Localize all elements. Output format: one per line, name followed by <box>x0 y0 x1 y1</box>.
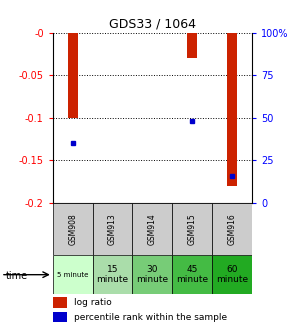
Bar <box>132 255 172 294</box>
Bar <box>68 33 78 118</box>
Text: 5 minute: 5 minute <box>57 272 88 278</box>
Text: 45
minute: 45 minute <box>176 265 208 284</box>
Text: GSM914: GSM914 <box>148 213 157 245</box>
Bar <box>53 312 67 322</box>
Bar <box>172 203 212 255</box>
Bar <box>227 33 237 186</box>
Bar <box>172 255 212 294</box>
Text: time: time <box>6 271 28 281</box>
Text: GSM908: GSM908 <box>68 213 77 245</box>
Bar <box>132 203 172 255</box>
Text: GSM915: GSM915 <box>188 213 197 245</box>
Text: 30
minute: 30 minute <box>136 265 168 284</box>
Text: percentile rank within the sample: percentile rank within the sample <box>74 313 227 322</box>
Bar <box>53 255 93 294</box>
Text: 15
minute: 15 minute <box>96 265 129 284</box>
Bar <box>53 297 67 307</box>
Title: GDS33 / 1064: GDS33 / 1064 <box>109 17 196 30</box>
Bar <box>212 203 252 255</box>
Bar <box>187 33 197 58</box>
Text: 60
minute: 60 minute <box>216 265 248 284</box>
Text: log ratio: log ratio <box>74 298 112 307</box>
Text: GSM916: GSM916 <box>228 213 236 245</box>
Bar <box>212 255 252 294</box>
Bar <box>93 203 132 255</box>
Text: GSM913: GSM913 <box>108 213 117 245</box>
Bar <box>93 255 132 294</box>
Bar <box>53 203 93 255</box>
